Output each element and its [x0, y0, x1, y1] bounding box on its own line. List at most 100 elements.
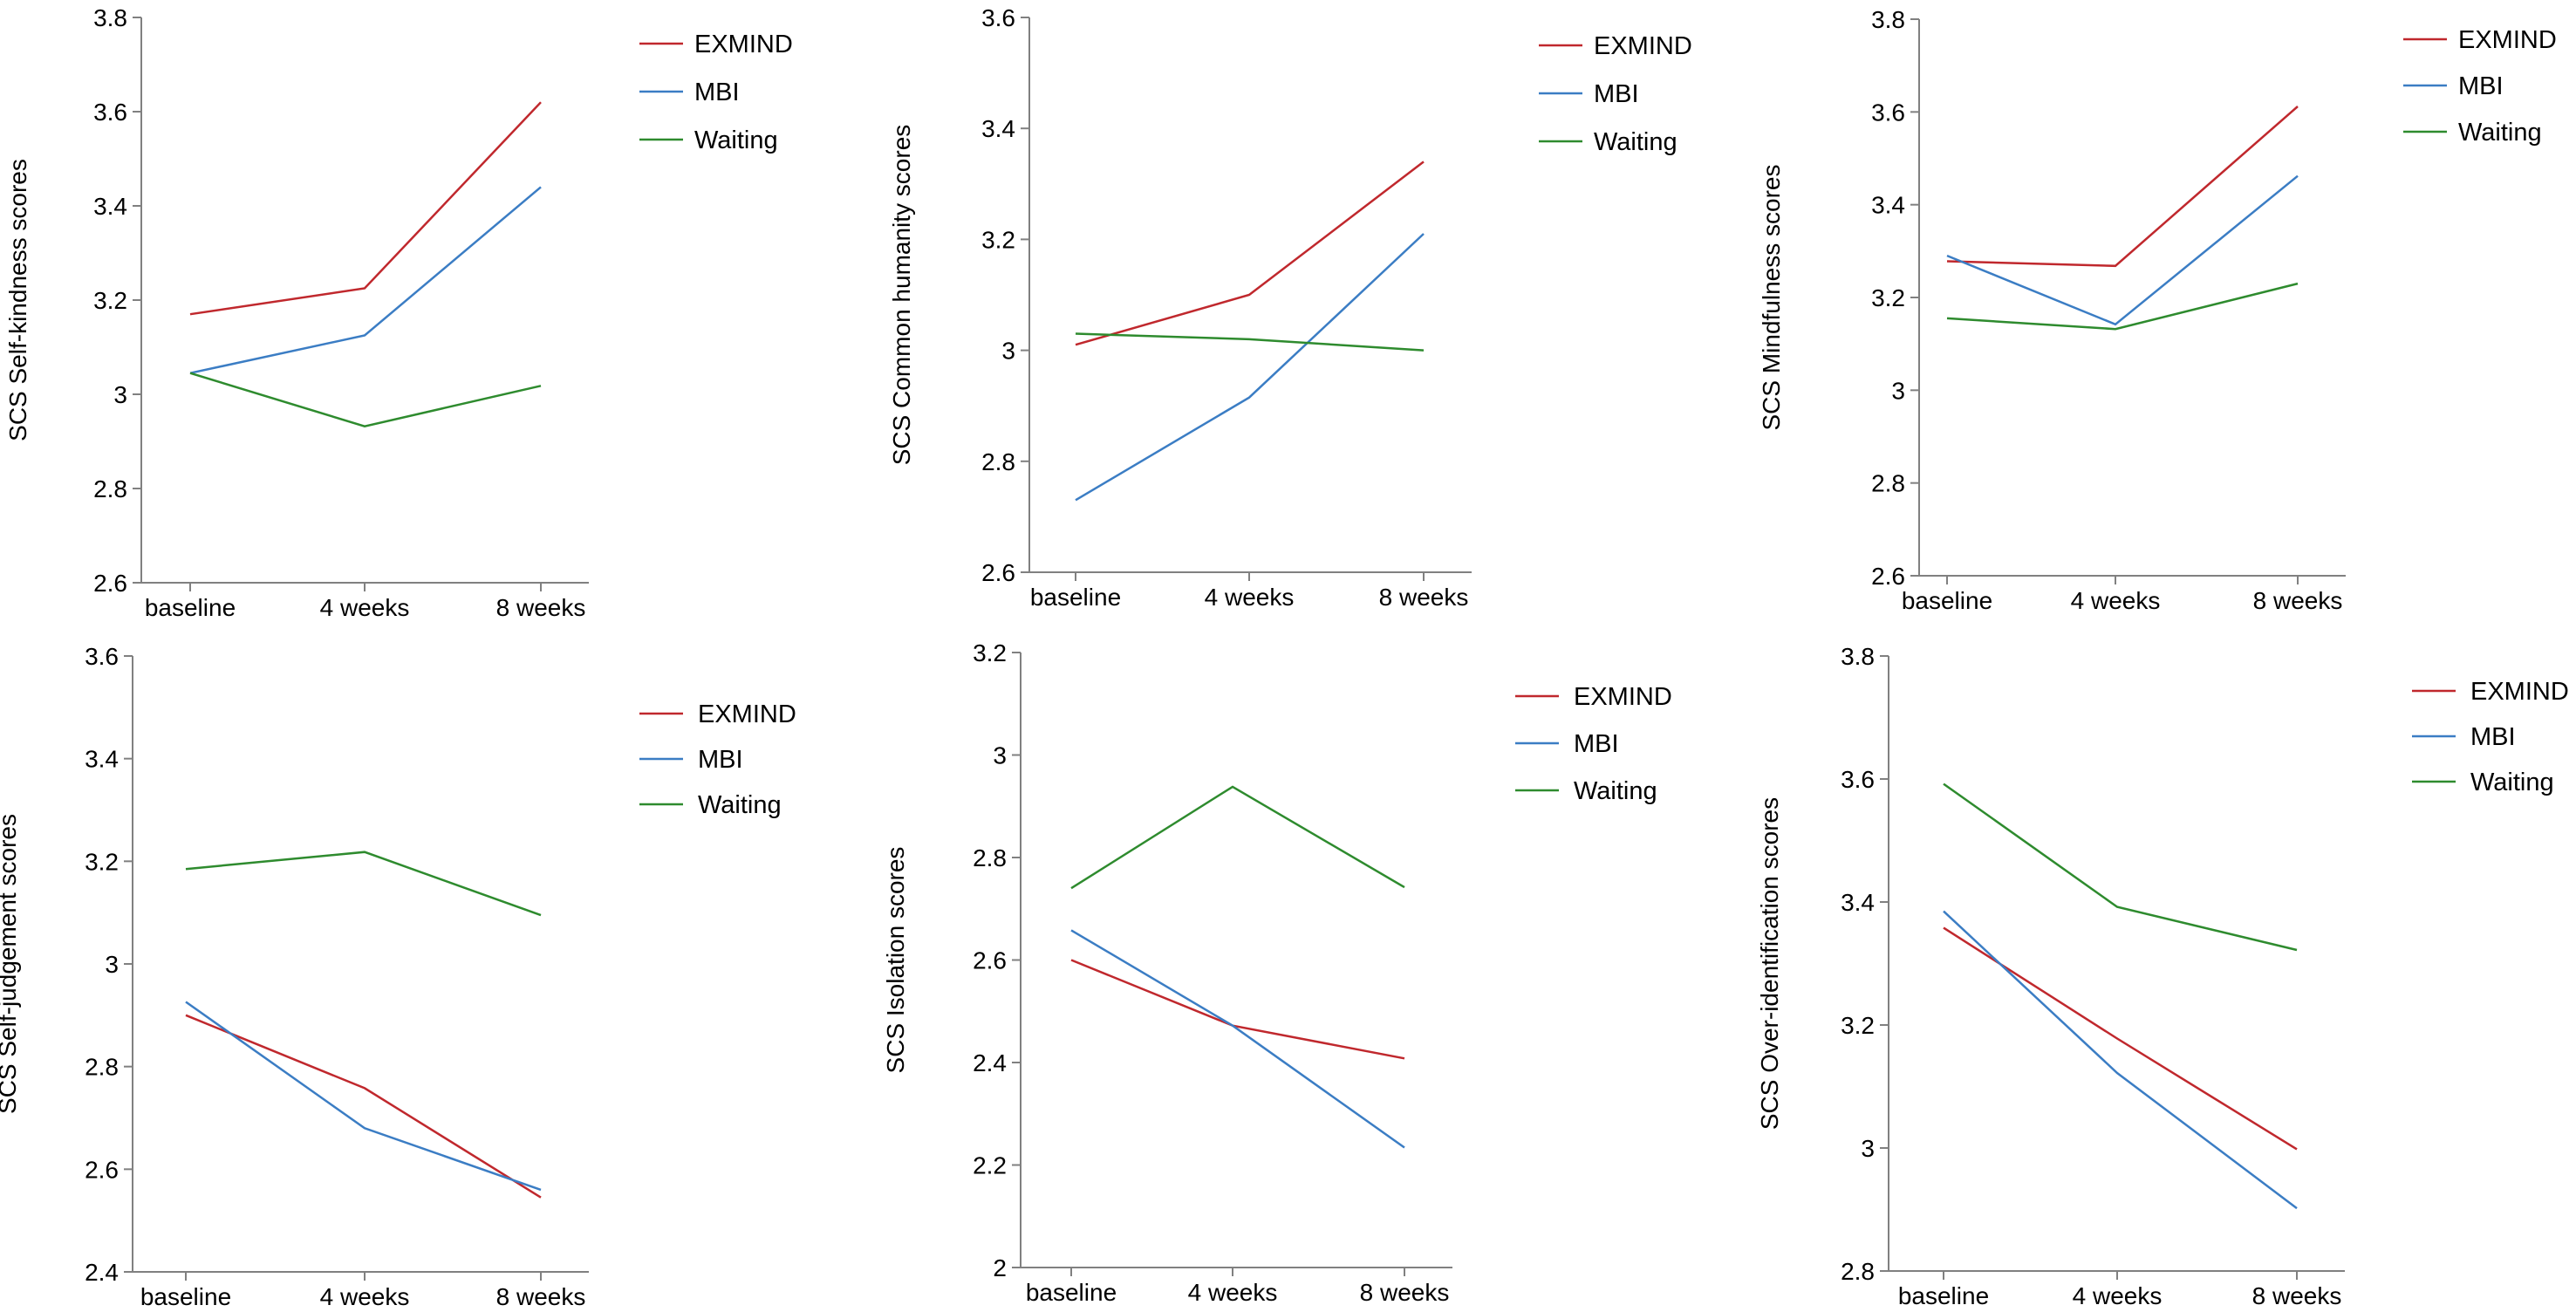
series-line-waiting [1946, 282, 2299, 331]
series-line-exmind [1070, 959, 1405, 1060]
y-tick-label: 2.8 [981, 448, 1015, 475]
y-tick-label: 3.6 [1841, 766, 1875, 793]
y-tick-label: 3.6 [1871, 99, 1905, 126]
legend-label-exmind: EXMIND [698, 700, 796, 728]
x-tick-label: 4 weeks [1188, 1279, 1278, 1306]
x-tick-label: 8 weeks [496, 1283, 586, 1310]
y-tick-label: 3.8 [1871, 6, 1905, 33]
y-tick-label: 3.6 [85, 643, 119, 670]
y-tick-label: 2.6 [981, 559, 1015, 586]
series-line-mbi [1943, 910, 2298, 1210]
y-axis-title: SCS Common humanity scores [888, 125, 915, 466]
legend: EXMIND MBI Waiting [2403, 26, 2557, 147]
legend-label-exmind: EXMIND [1594, 32, 1692, 60]
y-axis-title: SCS Self-judgement scores [0, 814, 21, 1114]
y-tick-label: 3.4 [981, 115, 1015, 142]
legend-label-waiting: Waiting [694, 126, 778, 154]
y-tick-label: 3.2 [93, 287, 127, 314]
legend-label-waiting: Waiting [1594, 128, 1677, 156]
x-tick-label: 8 weeks [2253, 587, 2343, 614]
x-tick-label: baseline [1902, 587, 1992, 614]
y-tick-label: 2.8 [1841, 1258, 1875, 1285]
x-tick-label: baseline [1026, 1279, 1117, 1306]
y-axis-title: SCS Mindfulness scores [1758, 164, 1785, 430]
y-axis-title: SCS Over-identification scores [1756, 797, 1783, 1130]
legend-label-waiting: Waiting [1574, 777, 1657, 805]
y-axis-title: SCS Self-kindness scores [4, 159, 31, 441]
legend-label-mbi: MBI [1574, 730, 1619, 758]
x-tick-label: 8 weeks [1360, 1279, 1450, 1306]
y-tick-label: 3 [1891, 377, 1905, 404]
y-axis-title: SCS Isolation scores [882, 847, 909, 1074]
series-line-mbi [1075, 233, 1425, 502]
y-tick-label: 2.6 [1871, 563, 1905, 590]
x-tick-label: baseline [1030, 584, 1121, 611]
y-tick-label: 3.8 [1841, 643, 1875, 670]
chart-panel-2: 2.6 2.8 3 3.2 3.4 3.6 baseline 4 weeks 8 weeks SC… [888, 4, 1692, 611]
y-tick-label: 2 [993, 1254, 1007, 1281]
x-tick-label: 4 weeks [2071, 587, 2161, 614]
y-tick-label: 3.2 [1871, 284, 1905, 311]
x-tick-label: 8 weeks [2252, 1282, 2342, 1309]
x-tick-label: 8 weeks [496, 594, 586, 621]
y-tick-label: 3.8 [93, 4, 127, 31]
series-line-waiting [1075, 332, 1425, 352]
legend-label-mbi: MBI [694, 79, 740, 106]
y-tick-label: 3 [1001, 338, 1015, 365]
y-tick-label: 2.6 [973, 947, 1007, 974]
y-tick-label: 3.6 [93, 99, 127, 126]
y-tick-label: 3.4 [1841, 889, 1875, 916]
series-line-waiting [189, 372, 542, 427]
series-line-mbi [1946, 174, 2299, 326]
y-tick-label: 3.6 [981, 4, 1015, 31]
y-tick-label: 2.8 [1871, 470, 1905, 497]
y-tick-label: 3.4 [1871, 192, 1905, 219]
x-tick-label: 4 weeks [2073, 1282, 2163, 1309]
y-tick-label: 3 [1861, 1135, 1875, 1162]
legend-label-exmind: EXMIND [1574, 683, 1672, 711]
legend: EXMIND MBI Waiting [639, 31, 793, 154]
legend-label-waiting: Waiting [2470, 769, 2554, 796]
series-line-mbi [185, 1001, 542, 1192]
series-line-exmind [185, 1014, 542, 1199]
y-tick-label: 3.4 [93, 193, 127, 220]
chart-panel-6: 2.8 3 3.2 3.4 3.6 3.8 baseline 4 weeks 8 weeks SC… [1756, 643, 2569, 1309]
chart-panel-3: 2.6 2.8 3 3.2 3.4 3.6 3.8 baseline 4 weeks 8 week… [1758, 6, 2557, 614]
x-tick-label: 8 weeks [1379, 584, 1469, 611]
y-tick-label: 3.4 [85, 746, 119, 773]
x-tick-label: baseline [1898, 1282, 1989, 1309]
y-tick-label: 3.2 [1841, 1012, 1875, 1039]
legend: EXMIND MBI Waiting [639, 700, 796, 819]
y-tick-label: 2.6 [85, 1156, 119, 1183]
chart-panel-1: 2.6 2.8 3 3.2 3.4 3.6 3.8 baseline 4 weeks 8 week… [4, 4, 793, 621]
legend: EXMIND MBI Waiting [1515, 683, 1672, 805]
chart-panel-4: 2.4 2.6 2.8 3 3.2 3.4 3.6 baseline 4 weeks 8 week… [0, 643, 796, 1310]
y-tick-label: 2.4 [85, 1259, 119, 1286]
legend: EXMIND MBI Waiting [1539, 32, 1692, 156]
y-tick-label: 2.8 [85, 1054, 119, 1081]
y-tick-label: 2.4 [973, 1049, 1007, 1076]
y-tick-label: 3 [993, 742, 1007, 769]
legend-label-mbi: MBI [2458, 72, 2504, 100]
y-tick-label: 3.2 [85, 848, 119, 875]
y-tick-label: 2.2 [973, 1152, 1007, 1179]
series-line-waiting [1943, 782, 2298, 952]
y-tick-label: 2.8 [973, 844, 1007, 871]
y-tick-label: 3 [113, 381, 127, 408]
y-tick-label: 3 [105, 951, 119, 978]
series-line-exmind [1946, 106, 2299, 268]
legend-label-mbi: MBI [698, 746, 743, 774]
x-tick-label: 4 weeks [320, 1283, 410, 1310]
series-line-waiting [185, 851, 542, 917]
y-tick-label: 2.8 [93, 475, 127, 502]
x-tick-label: 4 weeks [1205, 584, 1295, 611]
legend-label-mbi: MBI [1594, 80, 1639, 108]
x-tick-label: baseline [140, 1283, 231, 1310]
y-tick-label: 3.2 [973, 639, 1007, 666]
series-line-exmind [1075, 161, 1425, 346]
legend-label-mbi: MBI [2470, 723, 2516, 751]
series-line-waiting [1070, 785, 1405, 890]
series-line-mbi [1070, 929, 1405, 1149]
legend-label-exmind: EXMIND [2458, 26, 2557, 54]
